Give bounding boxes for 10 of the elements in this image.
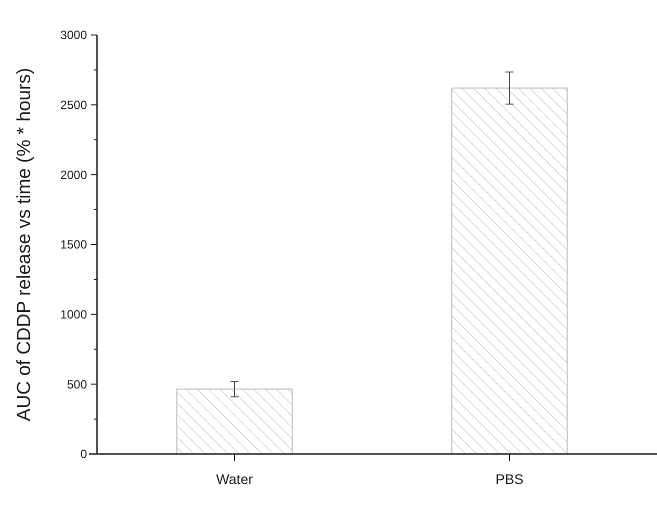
y-tick-label: 3000 bbox=[60, 28, 88, 42]
y-tick-label: 0 bbox=[80, 447, 88, 462]
y-tick-label: 500 bbox=[66, 377, 88, 392]
y-tick-label: 1500 bbox=[60, 238, 88, 252]
x-tick-label: PBS bbox=[495, 471, 524, 487]
y-tick-label: 2500 bbox=[60, 98, 88, 112]
y-axis-title: AUC of CDDP release vs time (% * hours) bbox=[14, 68, 35, 422]
y-tick-label: 1000 bbox=[60, 308, 88, 322]
y-tick-label: 2000 bbox=[60, 168, 88, 182]
x-tick-label: Water bbox=[216, 471, 254, 487]
